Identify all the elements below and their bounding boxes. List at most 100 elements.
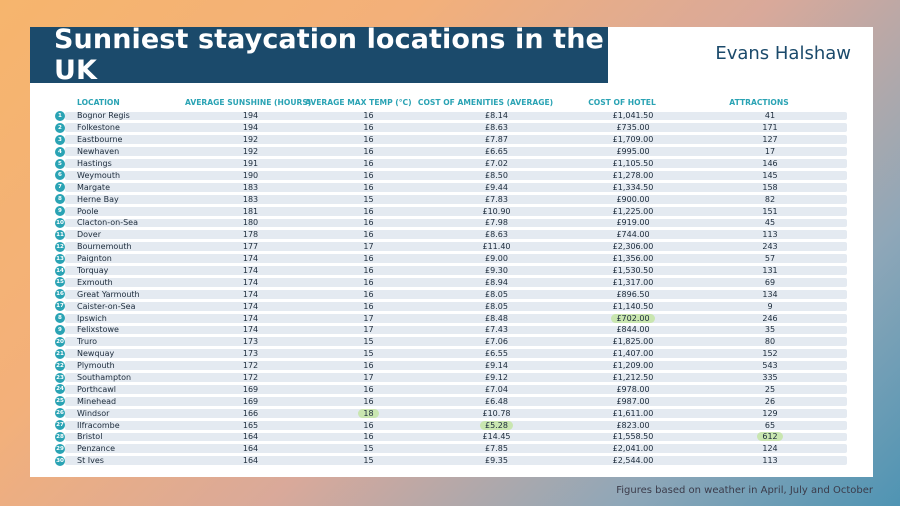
cell-hotel: £735.00 <box>616 123 650 133</box>
cell-sunshine: 164 <box>242 444 259 454</box>
cell-hotel: £702.00 <box>572 313 694 323</box>
cell-amenities: £8.48 <box>485 313 508 323</box>
cell-hotel: £1,611.00 <box>612 408 654 418</box>
cell-temp: 17 <box>363 313 374 323</box>
cell-amenities: £10.90 <box>482 206 511 216</box>
cell-location: Penzance <box>77 444 116 454</box>
table-row: 12 Bournemouth 177 17 £11.40 £2,306.00 243 <box>55 241 847 253</box>
row-background <box>65 432 847 442</box>
table-body: 1 Bognor Regis 194 16 £8.14 £1,041.50 41 2 Folke… <box>55 110 847 467</box>
table-row: 13 Paignton 174 16 £9.00 £1,356.00 57 <box>55 253 847 265</box>
cell-amenities: £6.55 <box>485 349 508 359</box>
cell-sunshine: 174 <box>242 254 259 264</box>
rank-badge: 28 <box>55 431 65 442</box>
rank-badge: 1 <box>55 110 65 121</box>
cell-hotel: £844.00 <box>616 325 650 335</box>
cell-attractions: 131 <box>762 266 778 276</box>
cell-temp: 16 <box>363 420 374 430</box>
table-row: 23 Southampton 172 17 £9.12 £1,212.50 335 <box>55 372 847 384</box>
highlight-amenities: £5.28 <box>480 420 513 430</box>
cell-temp: 16 <box>363 123 374 133</box>
header-attractions: ATTRACTIONS <box>729 98 789 107</box>
cell-location: Paignton <box>77 254 112 264</box>
rank-badge: 27 <box>55 420 65 431</box>
rank-badge: 4 <box>55 146 65 157</box>
cell-attractions: 57 <box>764 254 776 264</box>
cell-temp: 16 <box>363 254 374 264</box>
rank-badge: 20 <box>55 336 65 347</box>
cell-hotel: £823.00 <box>616 420 650 430</box>
cell-hotel: £896.50 <box>616 289 650 299</box>
cell-sunshine: 172 <box>242 373 259 383</box>
table-row: 20 Truro 173 15 £7.06 £1,825.00 80 <box>55 336 847 348</box>
cell-amenities: £5.28 <box>421 420 572 430</box>
cell-sunshine: 194 <box>242 111 259 121</box>
cell-hotel: £744.00 <box>616 230 650 240</box>
cell-amenities: £7.87 <box>485 135 508 145</box>
rank-badge: 23 <box>55 372 65 383</box>
highlight-attractions: 612 <box>757 432 783 442</box>
cell-sunshine: 174 <box>242 277 259 287</box>
cell-amenities: £8.05 <box>485 301 508 311</box>
table-row: 17 Caister-on-Sea 174 16 £8.05 £1,140.50 9 <box>55 300 847 312</box>
cell-hotel: £919.00 <box>616 218 650 228</box>
row-background <box>65 206 847 216</box>
row-background <box>65 337 847 347</box>
cell-location: Newhaven <box>77 147 120 157</box>
rank-badge: 29 <box>55 443 65 454</box>
cell-sunshine: 192 <box>242 135 259 145</box>
cell-temp: 16 <box>363 206 374 216</box>
cell-sunshine: 174 <box>242 301 259 311</box>
cell-attractions: 246 <box>762 313 778 323</box>
cell-hotel: £1,334.50 <box>612 182 654 192</box>
cell-amenities: £8.14 <box>485 111 508 121</box>
table-row: 15 Exmouth 174 16 £8.94 £1,317.00 69 <box>55 276 847 288</box>
cell-attractions: 134 <box>762 289 778 299</box>
rank-badge: 22 <box>55 360 65 371</box>
table-row: 10 Clacton-on-Sea 180 16 £7.98 £919.00 45 <box>55 217 847 229</box>
brand-logo: Evans Halshaw <box>715 43 851 64</box>
cell-hotel: £1,407.00 <box>612 349 654 359</box>
cell-amenities: £9.44 <box>485 182 508 192</box>
cell-hotel: £1,709.00 <box>612 135 654 145</box>
cell-amenities: £7.98 <box>485 218 508 228</box>
cell-temp: 16 <box>363 432 374 442</box>
table-row: 26 Windsor 166 18 £10.78 £1,611.00 129 <box>55 407 847 419</box>
cell-sunshine: 164 <box>242 432 259 442</box>
cell-amenities: £11.40 <box>482 242 511 252</box>
header-sunshine: AVERAGE SUNSHINE (HOURS) <box>185 98 312 107</box>
header-hotel: COST OF HOTEL <box>588 98 656 107</box>
cell-attractions: 124 <box>762 444 778 454</box>
rank-badge: 14 <box>55 265 65 276</box>
cell-location: Exmouth <box>77 277 113 287</box>
cell-temp: 16 <box>363 289 374 299</box>
cell-temp: 16 <box>363 361 374 371</box>
cell-location: Bognor Regis <box>77 111 130 121</box>
cell-temp: 15 <box>363 456 374 466</box>
cell-temp: 16 <box>363 230 374 240</box>
cell-sunshine: 166 <box>242 408 259 418</box>
table-row: 2 Folkestone 194 16 £8.63 £735.00 171 <box>55 122 847 134</box>
cell-attractions: 82 <box>764 194 776 204</box>
row-background <box>65 242 847 252</box>
rank-badge: 26 <box>55 408 65 419</box>
rank-badge: 17 <box>55 301 65 312</box>
cell-attractions: 612 <box>694 432 846 442</box>
table-row: 7 Margate 183 16 £9.44 £1,334.50 158 <box>55 181 847 193</box>
cell-temp: 15 <box>363 349 374 359</box>
cell-amenities: £8.05 <box>485 289 508 299</box>
cell-sunshine: 177 <box>242 242 259 252</box>
cell-sunshine: 169 <box>242 396 259 406</box>
cell-amenities: £8.63 <box>485 230 508 240</box>
rank-badge: 24 <box>55 384 65 395</box>
row-background <box>65 408 847 418</box>
rank-badge: 8 <box>55 313 65 324</box>
table-row: 4 Newhaven 192 16 £6.65 £995.00 17 <box>55 146 847 158</box>
cell-amenities: £7.83 <box>485 194 508 204</box>
cell-location: Plymouth <box>77 361 115 371</box>
rank-badge: 6 <box>55 170 65 181</box>
row-background <box>65 218 847 228</box>
cell-amenities: £7.85 <box>485 444 508 454</box>
cell-location: Margate <box>77 182 110 192</box>
row-background <box>65 182 847 192</box>
